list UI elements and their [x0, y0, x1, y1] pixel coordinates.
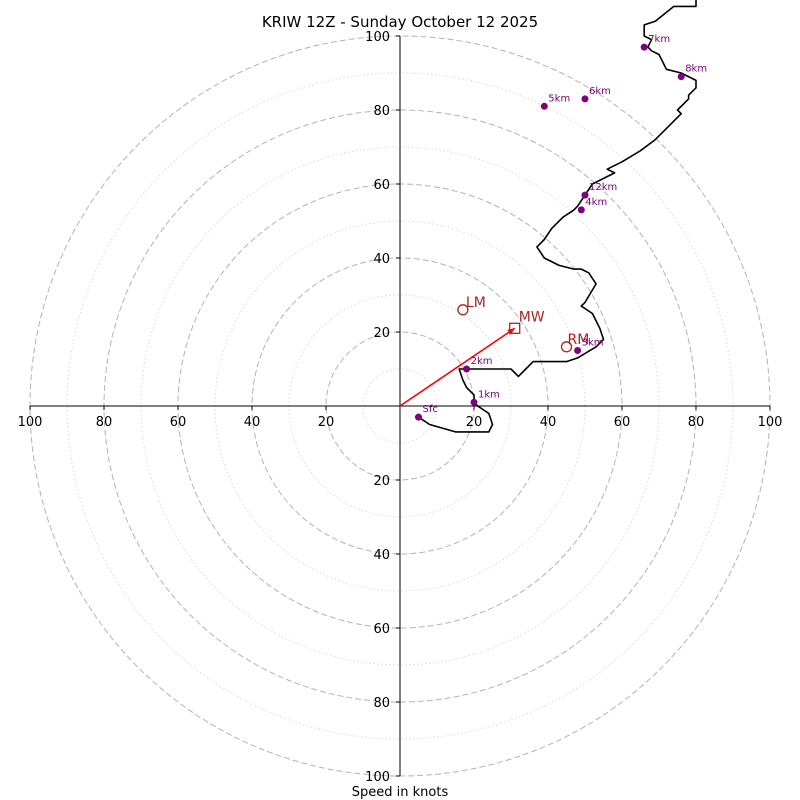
- height-marker-8km: [677, 73, 685, 81]
- height-label-4km: 4km: [585, 197, 607, 208]
- height-label-2km: 2km: [471, 356, 493, 367]
- right-mover-marker: [560, 341, 573, 353]
- x-axis-label: Speed in knots: [352, 785, 449, 800]
- x-tick-label: 60: [614, 415, 631, 430]
- height-markers: Sfc 1km 2km 3km 4km 5km 6km 7km 8km 12km: [415, 34, 707, 421]
- hodograph-line: [418, 0, 697, 433]
- y-tick-label: 20: [373, 474, 390, 489]
- height-marker-4km: [577, 206, 585, 214]
- y-tick-label: 20: [373, 326, 390, 341]
- right-mover-label: RM: [568, 332, 590, 348]
- y-tick-label: 60: [373, 622, 390, 637]
- chart-title: KRIW 12Z - Sunday October 12 2025: [262, 13, 538, 31]
- height-marker-5km: [540, 102, 548, 110]
- tick-labels: 100 80 60 40 20 20 40 60 80 100 100 80 60 40 20 20 40 60 8…: [18, 30, 783, 785]
- height-label-3km: 3km: [582, 338, 604, 349]
- x-tick-label: 20: [318, 415, 335, 430]
- x-tick-label: 100: [758, 415, 783, 430]
- height-label-7km: 7km: [648, 34, 670, 45]
- x-tick-label: 80: [96, 415, 113, 430]
- mean-wind-marker: [509, 322, 521, 334]
- height-marker-1km: [470, 398, 478, 406]
- height-label-6km: 6km: [589, 86, 611, 97]
- x-tick-label: 80: [688, 415, 705, 430]
- height-marker-12km: [581, 191, 589, 199]
- y-tick-label: 40: [373, 252, 390, 267]
- height-marker-7km: [640, 43, 648, 51]
- height-label-5km: 5km: [548, 93, 570, 104]
- mean-wind-arrow: [399, 327, 516, 407]
- height-label-1km: 1km: [478, 389, 500, 400]
- y-tick-label: 40: [373, 548, 390, 563]
- y-tick-label: 100: [365, 770, 390, 785]
- y-tick-label: 100: [365, 30, 390, 45]
- y-tick-label: 60: [373, 178, 390, 193]
- height-label-12km: 12km: [589, 182, 617, 193]
- left-mover-marker: [457, 304, 469, 316]
- height-marker-3km: [574, 347, 582, 354]
- height-label-Sfc: Sfc: [423, 404, 438, 415]
- hodograph-series: [418, 0, 697, 433]
- x-tick-label: 40: [540, 415, 557, 430]
- height-marker-Sfc: [415, 413, 422, 421]
- x-tick-label: 100: [18, 415, 43, 430]
- left-mover-label: LM: [466, 295, 486, 311]
- y-tick-label: 80: [373, 104, 390, 119]
- x-tick-label: 20: [466, 415, 483, 430]
- height-marker-2km: [463, 365, 471, 373]
- height-marker-6km: [581, 95, 589, 103]
- x-tick-label: 60: [170, 415, 187, 430]
- height-label-8km: 8km: [685, 64, 707, 75]
- x-tick-label: 40: [244, 415, 261, 430]
- storm-motion-markers: MW LM RM: [399, 295, 590, 407]
- y-tick-label: 80: [373, 696, 390, 711]
- mean-wind-label: MW: [519, 309, 545, 325]
